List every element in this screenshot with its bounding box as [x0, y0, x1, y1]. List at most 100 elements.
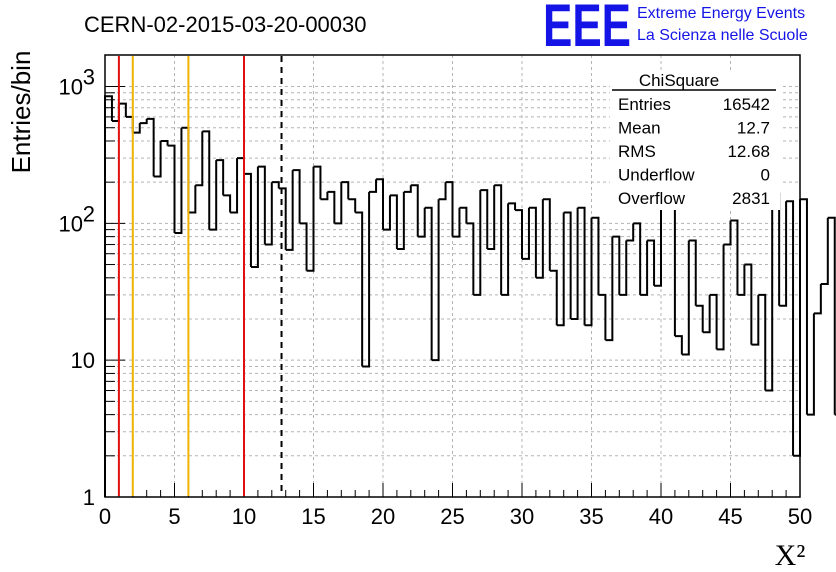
histogram-bin [730, 219, 739, 295]
histogram-bin [487, 185, 496, 250]
y-tick-label: 1 [83, 485, 95, 510]
histogram-bin [535, 199, 544, 279]
histogram-bin [619, 240, 628, 296]
histogram-bin [188, 185, 197, 214]
histogram-bin [389, 194, 398, 249]
histogram-bin [654, 199, 662, 287]
chart-title: CERN-02-2015-03-20-00030 [84, 12, 367, 37]
y-tick-label-exponent: 2 [83, 201, 95, 226]
stats-row-value: 0 [761, 166, 770, 185]
axis-ticks [104, 86, 801, 498]
histogram-bin [556, 212, 565, 327]
histogram-bin [570, 207, 579, 320]
histogram-bin [167, 144, 176, 234]
histogram-bin [674, 335, 683, 355]
histogram-bin [549, 269, 558, 326]
stats-box: ChiSquare Entries 16542 Mean 12.7 RMS 12.68 Un… [610, 70, 780, 210]
y-tick-label: 10 [59, 211, 83, 236]
histogram-bin [118, 102, 127, 117]
histogram-bin [577, 206, 586, 326]
x-tick-label: 45 [718, 504, 742, 529]
histogram-bin [445, 181, 454, 237]
histogram-bin [216, 159, 225, 196]
y-axis-label: Entries/bin [6, 51, 36, 174]
grid-lines [105, 55, 800, 497]
x-tick-label: 50 [788, 504, 812, 529]
reference-lines [117, 56, 283, 496]
histogram-bin [737, 264, 746, 296]
histogram-bin [306, 166, 315, 272]
histogram-bin [299, 222, 308, 271]
x-tick-label: 15 [301, 504, 325, 529]
histogram-bin [369, 179, 378, 193]
stats-row-label: Underflow [618, 166, 695, 185]
histogram-bin [563, 211, 572, 319]
histogram-bin [806, 313, 815, 416]
y-tick-label-exponent: 3 [83, 65, 95, 90]
histogram-bin [508, 202, 517, 211]
eee-logo: EEE [543, 0, 631, 59]
histogram-bin [681, 240, 690, 356]
stats-row-value: 12.7 [737, 119, 770, 138]
histogram-bin [459, 206, 468, 224]
histogram-bin [647, 239, 656, 286]
histogram-bin [383, 195, 391, 231]
histogram-bin [723, 220, 732, 246]
histogram-bin [695, 304, 704, 333]
histogram-bin [139, 118, 148, 125]
x-tick-label: 25 [440, 504, 464, 529]
histogram-bin [626, 223, 635, 242]
histogram-bin [702, 294, 711, 334]
histogram-bin [271, 181, 280, 189]
histogram-bin [355, 211, 364, 367]
stats-box-bg [610, 70, 780, 210]
x-tick-label: 10 [232, 504, 256, 529]
histogram-bin [640, 240, 649, 296]
histogram-bin [779, 201, 788, 307]
histogram-bin [403, 185, 412, 193]
histogram-bin [633, 222, 642, 295]
histogram-bin [709, 293, 718, 350]
histogram-bin [160, 139, 169, 146]
histogram-bin [494, 184, 503, 295]
histogram-bin [480, 189, 489, 249]
histogram-bin [591, 216, 600, 295]
x-tick-label: 20 [371, 504, 395, 529]
histogram-bin [584, 217, 593, 327]
histogram-bin [542, 198, 551, 271]
brand-line-1: Extreme Energy Events [637, 5, 805, 22]
histogram-bin [800, 198, 808, 415]
histogram-bin [431, 199, 440, 362]
stats-row-value: 2831 [732, 189, 770, 208]
histogram-bin [466, 222, 475, 295]
histogram-bin [827, 216, 836, 415]
histogram-bin [327, 190, 336, 224]
histogram-bin [473, 190, 482, 296]
histogram-bin [515, 209, 523, 259]
histogram-bin [598, 293, 607, 341]
histogram-bin [195, 131, 204, 187]
histogram-bin [146, 117, 155, 177]
histogram-bin [612, 235, 621, 295]
histogram-bin [786, 200, 795, 456]
histogram-bin [424, 206, 433, 361]
histogram-bin [264, 182, 273, 246]
x-tick-label: 40 [649, 504, 673, 529]
histogram-bin [153, 140, 162, 178]
histogram-bin [501, 203, 510, 296]
histogram-bin [334, 182, 343, 225]
stats-row-label: Entries [618, 95, 671, 114]
histogram-bin [174, 127, 183, 235]
histogram-bin [438, 182, 447, 201]
y-tick-label: 10 [59, 75, 83, 100]
histogram-bin [285, 170, 294, 251]
plot-frame [104, 54, 801, 498]
histogram-bin [257, 165, 266, 245]
histogram-bin [605, 236, 614, 342]
histogram-bin [223, 194, 232, 213]
histogram-bin [820, 217, 829, 286]
histogram-bin [417, 207, 426, 238]
histogram-bin [250, 166, 259, 268]
